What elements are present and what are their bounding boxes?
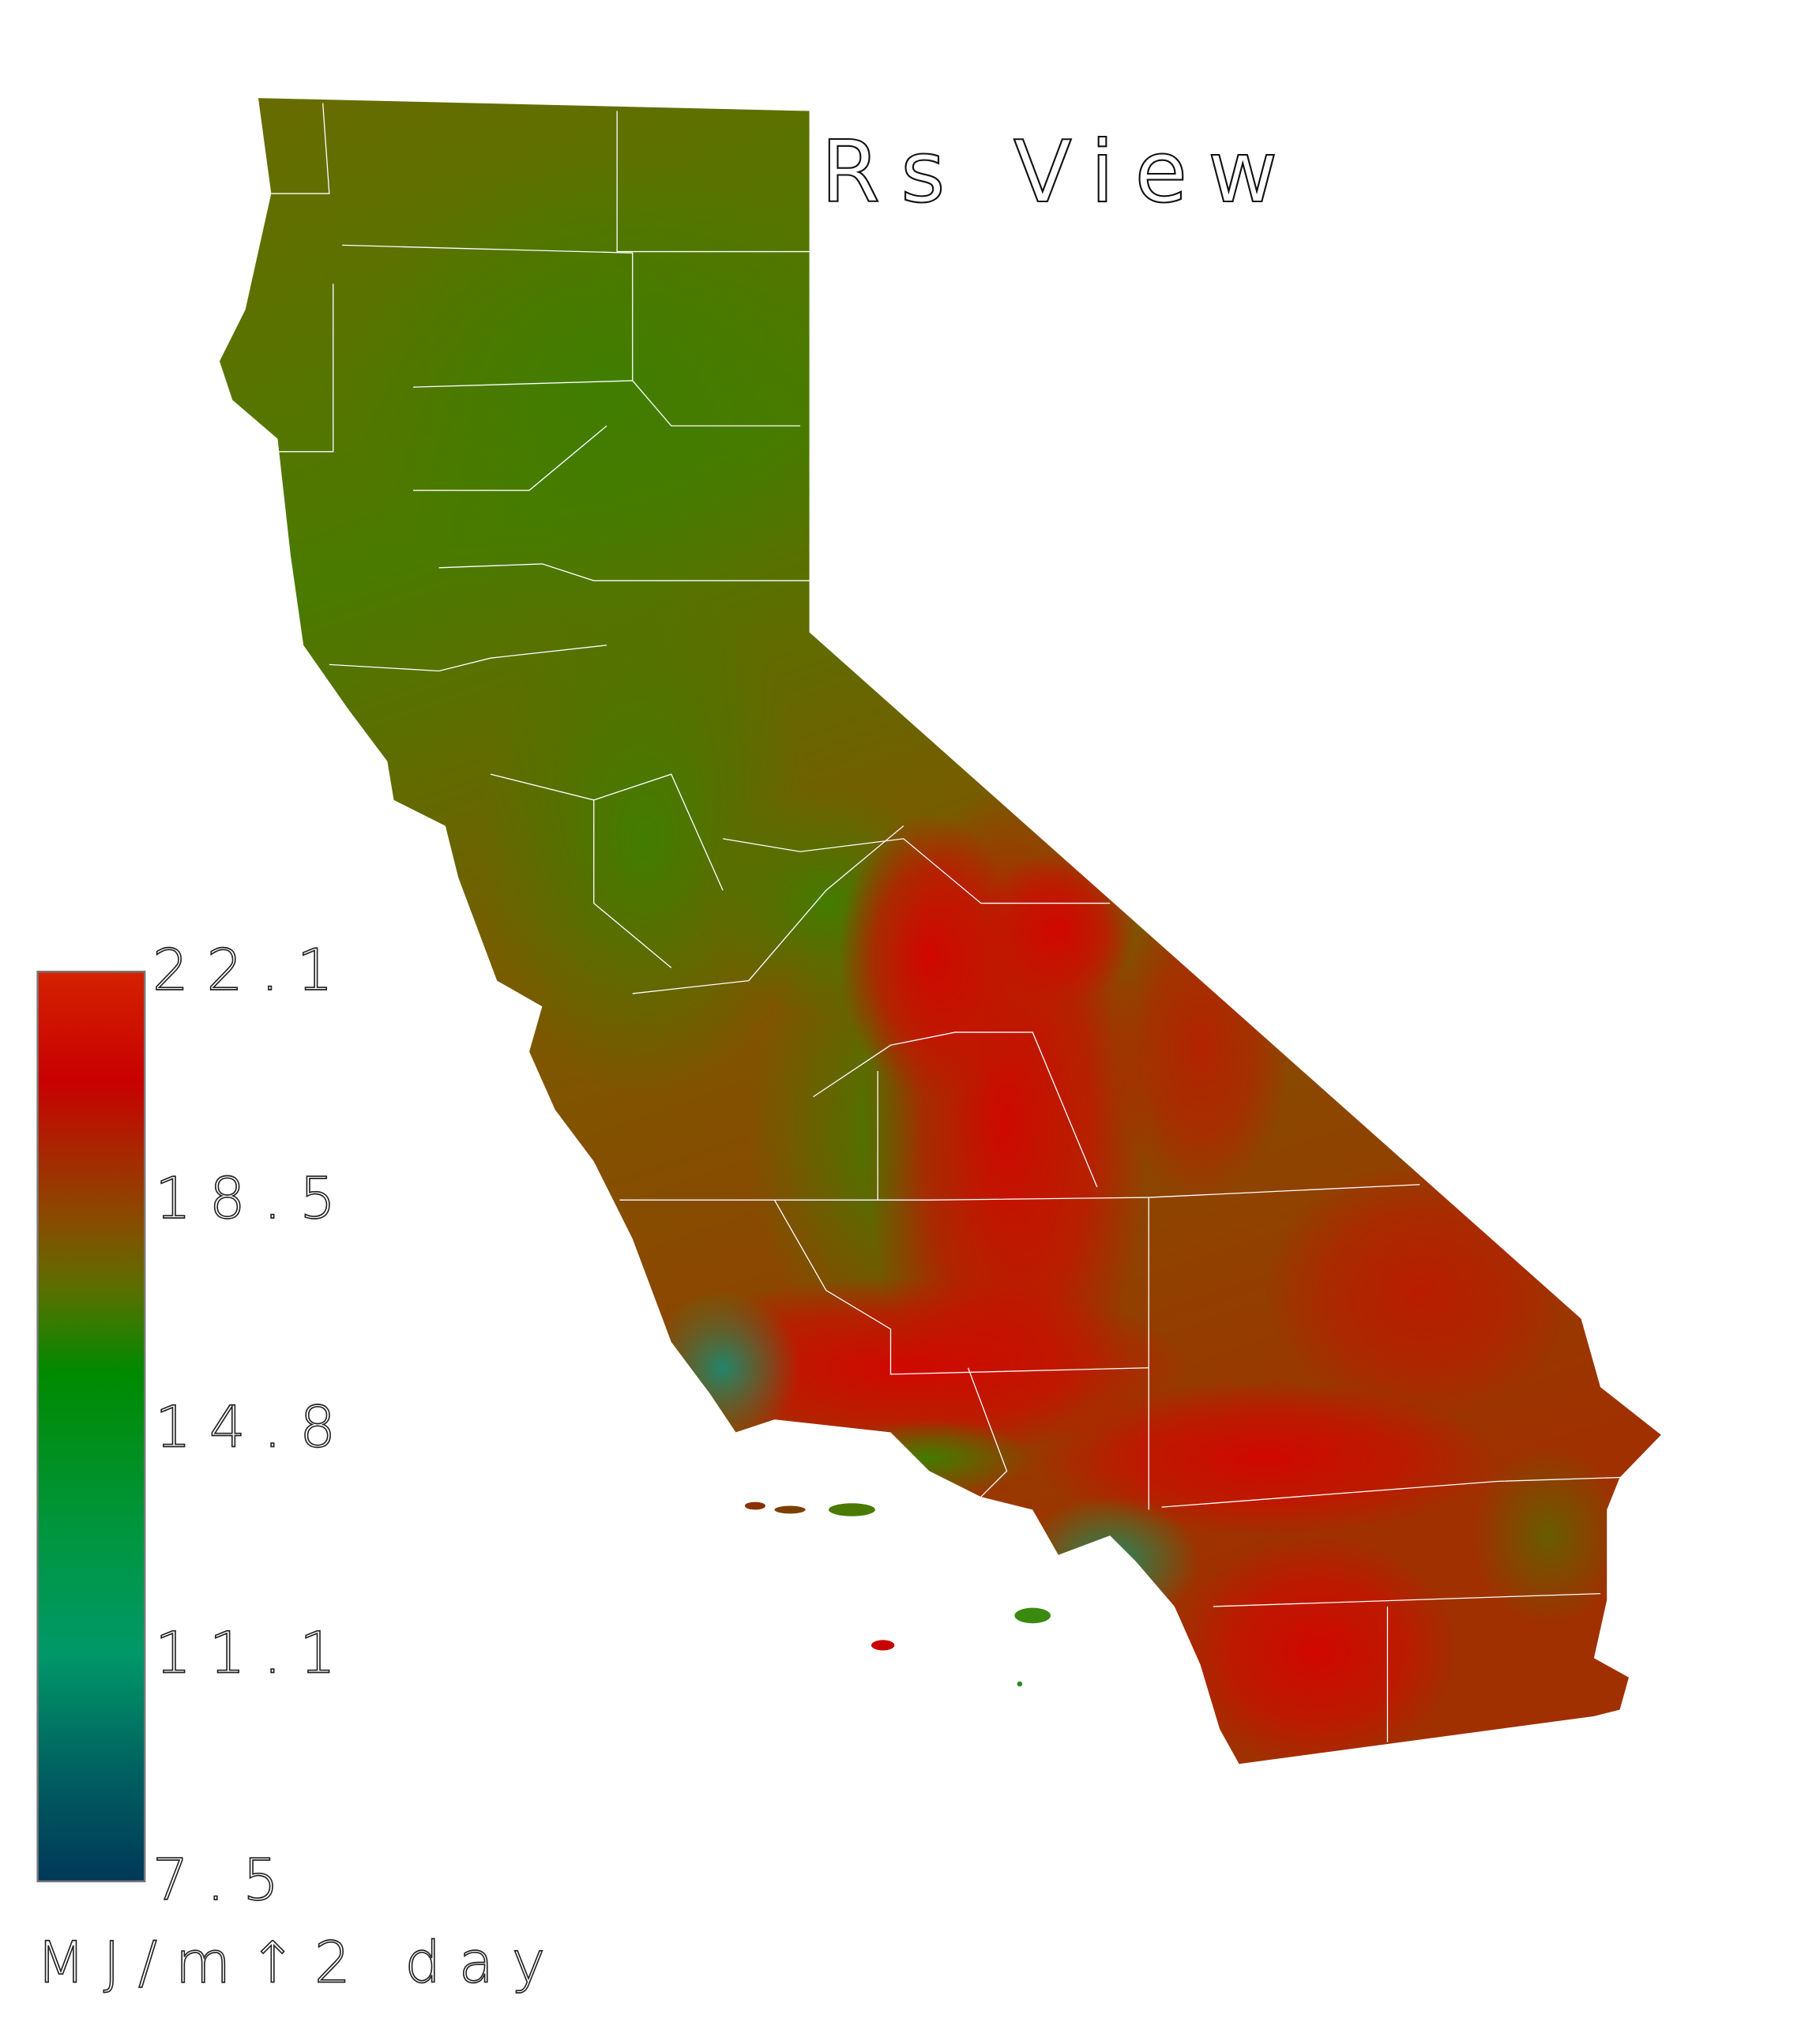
colorbar: 22.1 18.5 14.8 11.1 7.5 MJ/m↑2 day [36,936,563,1996]
colorbar-unit-label: MJ/m↑2 day [36,1929,563,1995]
colorbar-tick-label: 18.5 [155,1165,354,1231]
colorbar-tick-label: 11.1 [155,1619,354,1686]
colorbar-tick-label: 14.8 [155,1393,354,1460]
colorbar-tick-label: 7.5 [152,1847,297,1913]
california-map [219,98,1661,1765]
colorbar-tick-label: 22.1 [152,937,352,1003]
county-boundaries [271,103,1620,1742]
channel-islands [744,1501,1051,1687]
colorbar-gradient [36,970,146,1883]
map-title: Rs View [821,123,1298,222]
